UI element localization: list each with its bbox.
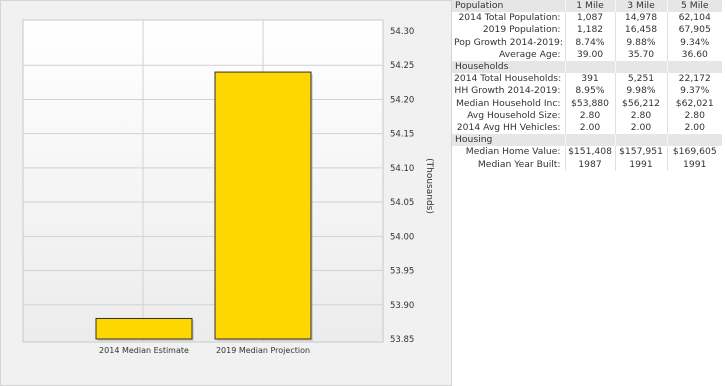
- section-spacer: [564, 134, 615, 147]
- row-value: 2.80: [564, 109, 615, 122]
- bar-chart: 54.30 54.25 54.20 54.15 54.10 54.05 54.00 53.95…: [22, 19, 434, 355]
- demographics-table: Population 1 Mile 3 Mile 5 Mile 2014 Total P…: [452, 0, 722, 171]
- plot-area: [22, 19, 384, 343]
- y-tick-label: 54.25: [390, 61, 414, 71]
- row-value: 2.80: [614, 109, 667, 122]
- section-title: Population: [452, 0, 565, 13]
- table-row: 2014 Total Population: 1,087 14,978 62,104: [452, 12, 722, 25]
- table-row: Median Year Built: 1987 1991 1991: [452, 158, 722, 171]
- row-value: 5,251: [614, 73, 667, 86]
- y-tick-label: 53.90: [390, 301, 414, 311]
- y-tick-label: 53.95: [390, 267, 414, 277]
- column-header: 3 Mile: [614, 0, 667, 13]
- chart-panel: 54.30 54.25 54.20 54.15 54.10 54.05 54.00 53.95…: [0, 0, 452, 386]
- row-label: Average Age:: [498, 48, 561, 60]
- row-label: 2014 Avg HH Vehicles:: [456, 121, 561, 133]
- row-value: 14,978: [614, 12, 667, 25]
- row-value: 39.00: [564, 48, 615, 61]
- row-label: 2019 Population:: [482, 24, 561, 36]
- bar-1: [95, 317, 193, 340]
- row-value: 2.80: [666, 109, 722, 122]
- table-section-header: Housing: [452, 134, 722, 147]
- row-value: 67,905: [666, 24, 722, 37]
- table-row: Average Age: 39.00 35.70 36.60: [452, 48, 722, 61]
- demographics-table-panel: Population 1 Mile 3 Mile 5 Mile 2014 Total P…: [452, 0, 725, 386]
- row-label: 2014 Total Households:: [454, 73, 562, 85]
- row-value: 9.98%: [614, 85, 667, 98]
- table-section-header: Households: [452, 60, 722, 74]
- table-row: HH Growth 2014-2019: 8.95% 9.98% 9.37%: [452, 85, 722, 98]
- row-value: $56,212: [614, 97, 667, 110]
- row-value: 1,182: [564, 24, 615, 37]
- y-tick-label: 54.30: [390, 27, 414, 37]
- row-value: 2.00: [666, 121, 722, 135]
- section-spacer: [614, 60, 667, 74]
- y-tick-label: 54.15: [390, 130, 414, 140]
- row-label: Median Home Value:: [465, 146, 561, 158]
- row-value: 1,087: [564, 12, 615, 25]
- row-value: 36.60: [666, 48, 722, 61]
- section-spacer: [564, 60, 615, 74]
- section-title: Housing: [452, 134, 565, 147]
- section-title: Households: [452, 60, 565, 74]
- table-row: Pop Growth 2014-2019: 8.74% 9.88% 9.34%: [452, 36, 722, 49]
- y-tick-label: 53.85: [390, 335, 414, 345]
- row-value: 22,172: [666, 73, 722, 86]
- row-value: $151,408: [564, 146, 615, 159]
- x-category-label: 2014 Median Estimate: [99, 346, 189, 355]
- row-label: Avg Household Size:: [467, 109, 561, 121]
- column-header: 1 Mile: [564, 0, 615, 13]
- table-row: 2014 Total Households: 391 5,251 22,172: [452, 73, 722, 86]
- row-value: 8.95%: [564, 85, 615, 98]
- section-spacer: [666, 60, 722, 74]
- row-value: 16,458: [614, 24, 667, 37]
- row-value: $62,021: [666, 97, 722, 110]
- row-value: $157,951: [614, 146, 667, 159]
- table-row: 2014 Avg HH Vehicles: 2.00 2.00 2.00: [452, 121, 722, 135]
- row-label: HH Growth 2014-2019:: [454, 85, 561, 97]
- table-section-header: Population 1 Mile 3 Mile 5 Mile: [452, 0, 722, 13]
- row-value: 35.70: [614, 48, 667, 61]
- row-value: $53,880: [564, 97, 615, 110]
- row-label: Pop Growth 2014-2019:: [454, 36, 563, 48]
- row-value: 1991: [614, 158, 667, 171]
- x-category-label: 2019 Median Projection: [216, 346, 310, 355]
- table-row: Avg Household Size: 2.80 2.80 2.80: [452, 109, 722, 122]
- row-value: 1987: [564, 158, 615, 171]
- row-label: 2014 Total Population:: [458, 12, 561, 24]
- row-label: Median Year Built:: [477, 158, 561, 170]
- row-value: 9.37%: [666, 85, 722, 98]
- row-value: 8.74%: [564, 36, 615, 49]
- row-value: 9.88%: [614, 36, 667, 49]
- y-tick-label: 54.20: [390, 95, 414, 105]
- y-tick-label: 54.05: [390, 198, 414, 208]
- section-spacer: [666, 134, 722, 147]
- row-value: 1991: [666, 158, 722, 171]
- table-row: Median Household Inc: $53,880 $56,212 $62,0…: [452, 97, 722, 110]
- row-label: Median Household Inc:: [455, 97, 561, 109]
- y-tick-label: 54.10: [390, 164, 414, 174]
- section-spacer: [614, 134, 667, 147]
- column-header: 5 Mile: [666, 0, 722, 13]
- row-value: $169,605: [666, 146, 722, 159]
- y-axis-label: (Thousands): [424, 158, 434, 214]
- row-value: 62,104: [666, 12, 722, 25]
- table-row: Median Home Value: $151,408 $157,951 $169,6…: [452, 146, 722, 159]
- row-value: 9.34%: [666, 36, 722, 49]
- bar-2: [214, 71, 312, 340]
- row-value: 2.00: [564, 121, 615, 135]
- row-value: 391: [564, 73, 615, 86]
- row-value: 2.00: [614, 121, 667, 135]
- table-row: 2019 Population: 1,182 16,458 67,905: [452, 24, 722, 37]
- y-tick-label: 54.00: [390, 232, 414, 242]
